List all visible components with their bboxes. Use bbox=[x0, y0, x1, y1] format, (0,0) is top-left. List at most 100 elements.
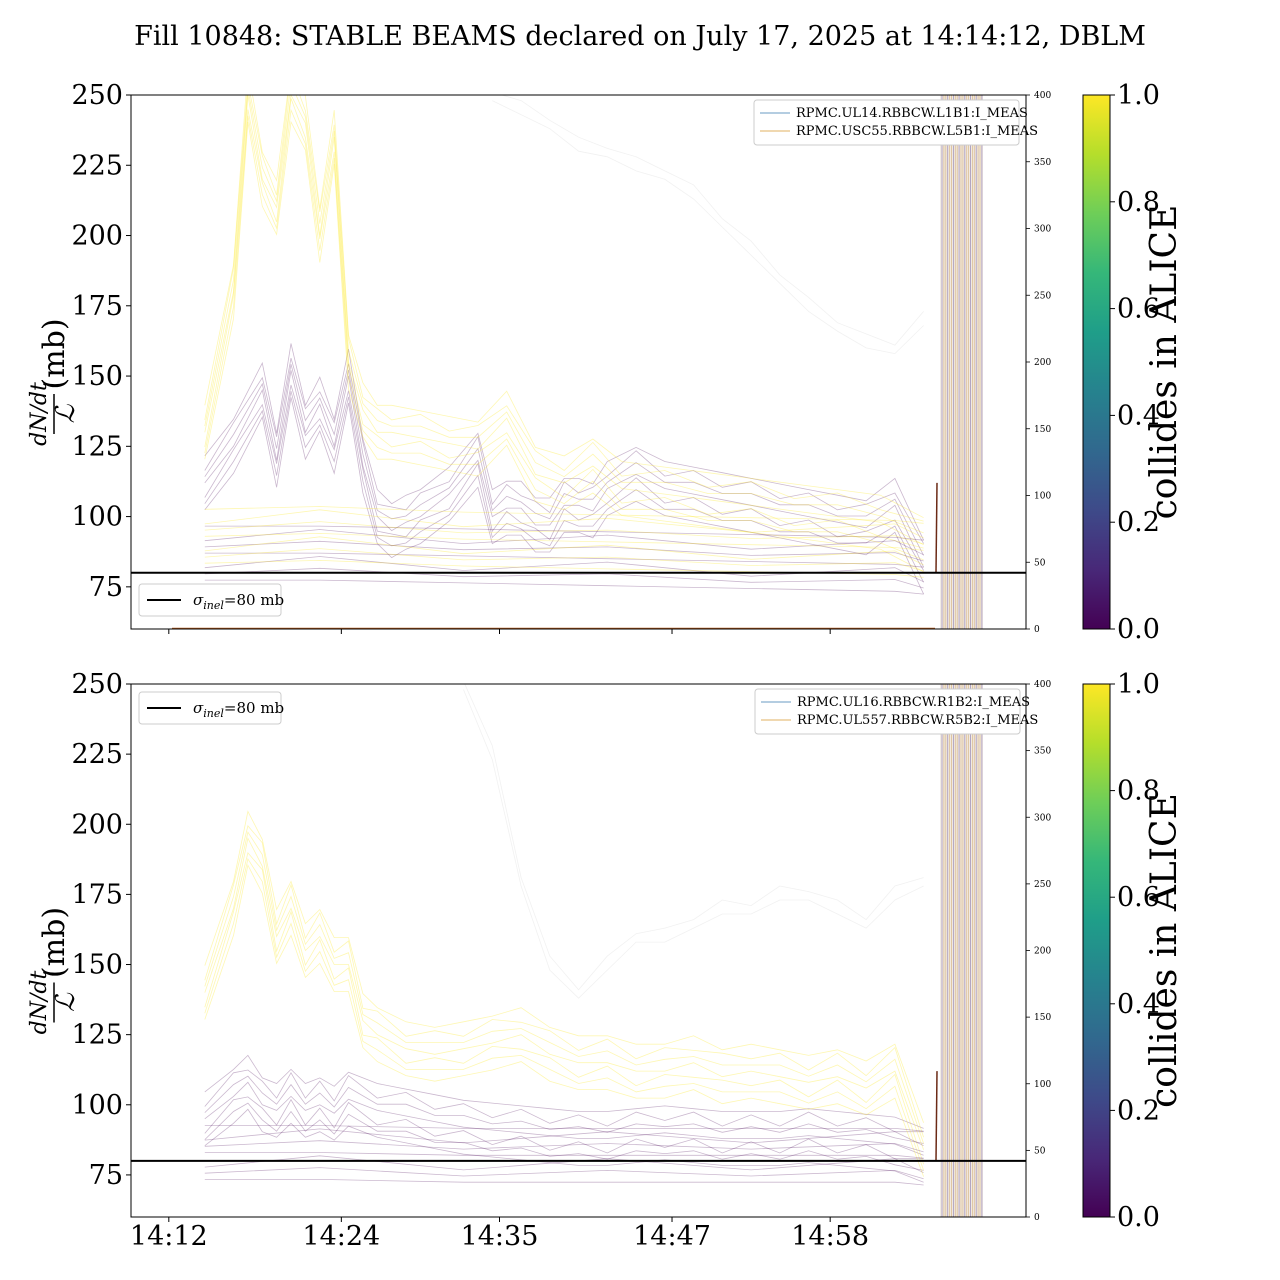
series-line bbox=[204, 1075, 924, 1144]
series-legend: RPMC.UL14.RBBCW.L1B1:I_MEAS RPMC.USC55.RB… bbox=[753, 99, 1038, 146]
series-line bbox=[204, 370, 924, 568]
sigma-legend-label: σinel=80 mb bbox=[193, 699, 284, 720]
series-line bbox=[464, 684, 924, 991]
series-line bbox=[204, 521, 924, 545]
series-line bbox=[204, 1108, 924, 1183]
sigma-rest: =80 mb bbox=[224, 699, 284, 717]
series-line bbox=[204, 1102, 924, 1171]
blm-spike bbox=[935, 1071, 938, 1161]
sigma-symbol: σ bbox=[193, 591, 204, 609]
right-y-tick-label: 100 bbox=[1034, 492, 1051, 502]
series-line bbox=[204, 509, 924, 539]
y-tick-label: 125 bbox=[71, 1020, 123, 1051]
series-line bbox=[204, 343, 924, 541]
sigma-legend-box bbox=[138, 691, 282, 725]
series-line bbox=[204, 391, 924, 583]
y-tick-label: 225 bbox=[71, 739, 123, 770]
colorbar-tick-label: 0.6 bbox=[1117, 294, 1160, 325]
y-tick-label: 100 bbox=[71, 502, 123, 533]
series-line bbox=[204, 1140, 924, 1153]
y-tick-label: 125 bbox=[71, 431, 123, 462]
y-tick-label: 250 bbox=[71, 80, 123, 111]
series-line bbox=[204, 1155, 924, 1174]
colorbar-rect bbox=[1082, 683, 1111, 1218]
y-axis-label: dN/dt ℒ (mb) bbox=[27, 907, 81, 1034]
y-tick-label: 100 bbox=[71, 1090, 123, 1121]
colorbar-tick-label: 0.0 bbox=[1117, 1202, 1160, 1233]
series-line bbox=[204, 95, 924, 534]
legend-label: RPMC.UL16.RBBCW.R1B2:I_MEAS bbox=[797, 695, 1030, 710]
y-tick-label: 200 bbox=[71, 221, 123, 252]
right-y-tick-label: 150 bbox=[1034, 1013, 1051, 1023]
colorbar: 0.0 0.2 0.4 0.6 0.8 1.0 collides in ALICE bbox=[1082, 80, 1185, 645]
y-tick-label: 75 bbox=[89, 572, 123, 603]
blm-spike bbox=[935, 482, 938, 573]
series-line bbox=[204, 525, 924, 541]
sigma-subscript: inel bbox=[203, 707, 224, 720]
series-line bbox=[204, 864, 924, 1177]
right-y-tick-label: 350 bbox=[1034, 158, 1051, 168]
y-label-denominator: ℒ bbox=[51, 992, 81, 1012]
colorbar-tick-label: 1.0 bbox=[1117, 80, 1160, 111]
legend-label: RPMC.USC55.RBBCW.L5B1:I_MEAS bbox=[796, 124, 1038, 139]
legend-label: RPMC.UL14.RBBCW.L1B1:I_MEAS bbox=[796, 106, 1028, 121]
y-tick-label: 75 bbox=[89, 1160, 123, 1191]
y-label-unit: (mb) bbox=[37, 907, 72, 978]
x-tick-label: 14:24 bbox=[302, 1221, 380, 1252]
y-label-unit: (mb) bbox=[37, 318, 72, 389]
colorbar: 0.0 0.2 0.4 0.6 0.8 1.0 collides in ALICE bbox=[1082, 669, 1185, 1233]
right-y-tick-label: 50 bbox=[1034, 1146, 1046, 1156]
series-line bbox=[204, 1125, 924, 1132]
series-line bbox=[204, 1167, 924, 1180]
series-line bbox=[204, 397, 924, 595]
right-y-tick-label: 200 bbox=[1034, 947, 1051, 957]
series-line bbox=[204, 357, 924, 544]
blm-band bbox=[935, 684, 983, 1217]
right-y-tick-label: 0 bbox=[1034, 625, 1040, 635]
colorbar-tick-label: 0.6 bbox=[1117, 882, 1160, 913]
series-line bbox=[204, 1096, 924, 1160]
series-line bbox=[204, 384, 924, 571]
series-line bbox=[204, 552, 924, 568]
right-y-tick-label: 300 bbox=[1034, 225, 1051, 235]
series-legend-box bbox=[753, 99, 1020, 146]
y-axis-label: dN/dt ℒ (mb) bbox=[27, 318, 81, 445]
series-line bbox=[204, 837, 924, 1150]
right-y-tick-label: 350 bbox=[1034, 747, 1051, 757]
series-legend-box bbox=[754, 688, 1021, 735]
right-y-tick-label: 250 bbox=[1034, 880, 1051, 890]
right-y-tick-label: 400 bbox=[1034, 680, 1051, 690]
series-line bbox=[204, 1179, 924, 1186]
series-line bbox=[204, 556, 924, 583]
series-line bbox=[204, 532, 924, 551]
x-tick-label: 14:12 bbox=[130, 1221, 208, 1252]
colorbar-label: collides in ALICE bbox=[1144, 793, 1185, 1108]
series-line bbox=[204, 1128, 924, 1147]
series-line bbox=[204, 857, 924, 1171]
series-layer bbox=[204, 684, 924, 1186]
series-line bbox=[204, 98, 924, 549]
right-y-tick-label: 250 bbox=[1034, 291, 1051, 301]
series-line bbox=[204, 95, 924, 546]
series-line bbox=[204, 559, 924, 578]
y-tick-label: 175 bbox=[71, 291, 123, 322]
series-line bbox=[204, 95, 924, 519]
sigma-subscript: inel bbox=[203, 599, 224, 612]
right-y-tick-label: 400 bbox=[1034, 91, 1051, 101]
y-label-denominator: ℒ bbox=[51, 403, 81, 423]
right-y-tick-label: 300 bbox=[1034, 813, 1051, 823]
colorbar-tick-label: 0.8 bbox=[1117, 776, 1160, 807]
series-line bbox=[204, 831, 924, 1144]
colorbar-tick-label: 0.2 bbox=[1117, 507, 1160, 538]
sigma-legend-label: σinel=80 mb bbox=[193, 591, 284, 612]
top-panel: 75 100 125 150 175 200 225 250 0 50 100 150 200 250 30… bbox=[27, 80, 1185, 645]
series-line bbox=[204, 95, 924, 522]
series-line bbox=[500, 95, 924, 346]
right-y-tick-label: 200 bbox=[1034, 358, 1051, 368]
blm-band bbox=[935, 95, 983, 629]
colorbar-tick-label: 0.0 bbox=[1117, 614, 1160, 645]
sigma-legend-box bbox=[138, 583, 282, 617]
series-line bbox=[492, 100, 924, 355]
y-tick-label: 225 bbox=[71, 150, 123, 181]
series-line bbox=[204, 825, 924, 1138]
